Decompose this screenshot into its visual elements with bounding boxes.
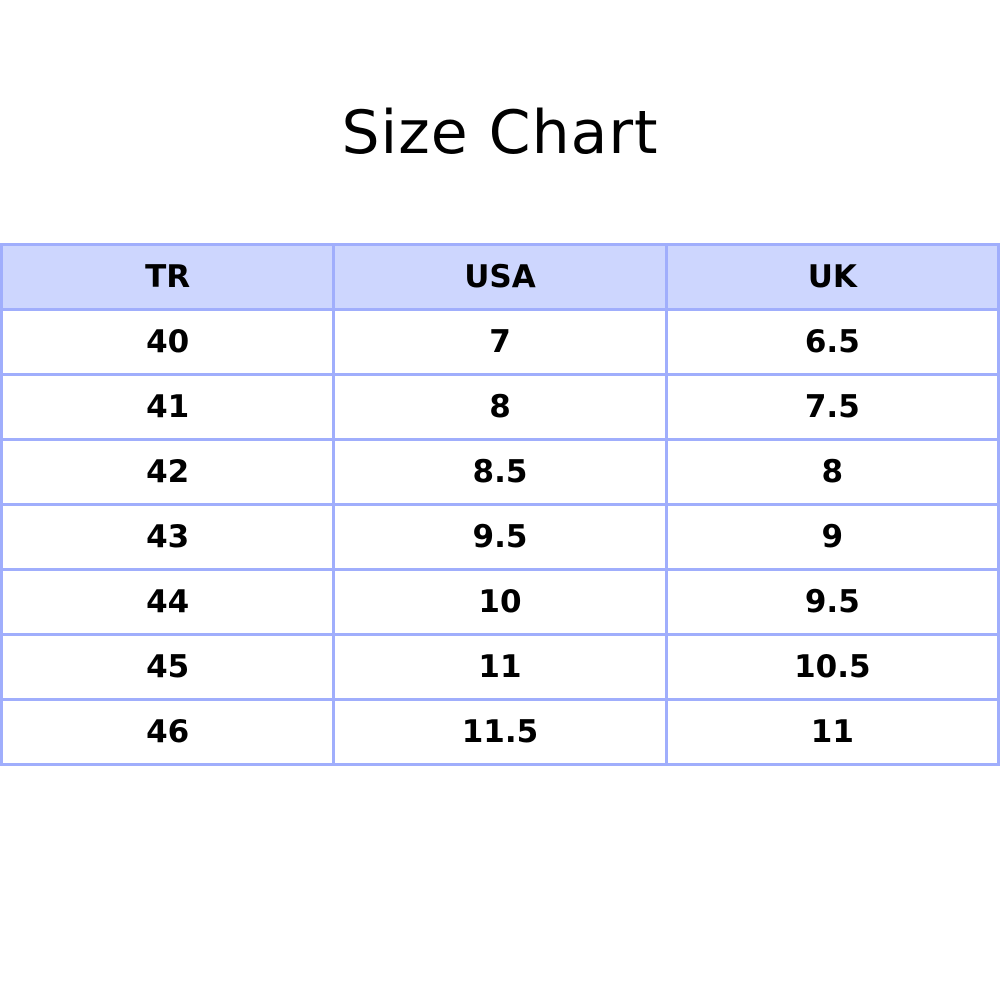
table-row: 45 11 10.5 xyxy=(0,633,1000,701)
page-title: Size Chart xyxy=(341,98,659,168)
cell-tr: 40 xyxy=(0,308,336,376)
cell-tr: 42 xyxy=(0,438,336,506)
column-header-usa: USA xyxy=(332,243,668,311)
cell-tr: 46 xyxy=(0,698,336,766)
table-row: 46 11.5 11 xyxy=(0,698,1000,766)
cell-uk: 10.5 xyxy=(664,633,1000,701)
column-header-uk: UK xyxy=(664,243,1000,311)
cell-uk: 6.5 xyxy=(664,308,1000,376)
cell-uk: 9 xyxy=(664,503,1000,571)
cell-uk: 8 xyxy=(664,438,1000,506)
cell-usa: 10 xyxy=(332,568,668,636)
table-row: 42 8.5 8 xyxy=(0,438,1000,506)
size-table: TR USA UK 40 7 6.5 41 8 7.5 42 8.5 8 43 9.5 9 44 10 9.… xyxy=(0,243,1000,766)
cell-uk: 7.5 xyxy=(664,373,1000,441)
cell-tr: 43 xyxy=(0,503,336,571)
cell-usa: 11.5 xyxy=(332,698,668,766)
cell-tr: 41 xyxy=(0,373,336,441)
cell-uk: 11 xyxy=(664,698,1000,766)
table-row: 40 7 6.5 xyxy=(0,308,1000,376)
cell-usa: 8 xyxy=(332,373,668,441)
table-row: 41 8 7.5 xyxy=(0,373,1000,441)
table-row: 43 9.5 9 xyxy=(0,503,1000,571)
header-row: TR USA UK xyxy=(0,243,1000,311)
column-header-tr: TR xyxy=(0,243,336,311)
cell-usa: 7 xyxy=(332,308,668,376)
cell-tr: 44 xyxy=(0,568,336,636)
cell-tr: 45 xyxy=(0,633,336,701)
cell-usa: 9.5 xyxy=(332,503,668,571)
cell-usa: 8.5 xyxy=(332,438,668,506)
table-row: 44 10 9.5 xyxy=(0,568,1000,636)
cell-uk: 9.5 xyxy=(664,568,1000,636)
cell-usa: 11 xyxy=(332,633,668,701)
